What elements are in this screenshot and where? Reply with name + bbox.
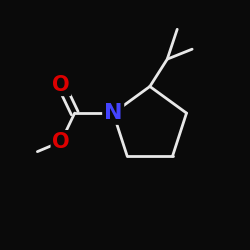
Text: N: N	[104, 103, 122, 123]
Text: O: O	[52, 132, 70, 152]
Text: O: O	[52, 74, 70, 94]
